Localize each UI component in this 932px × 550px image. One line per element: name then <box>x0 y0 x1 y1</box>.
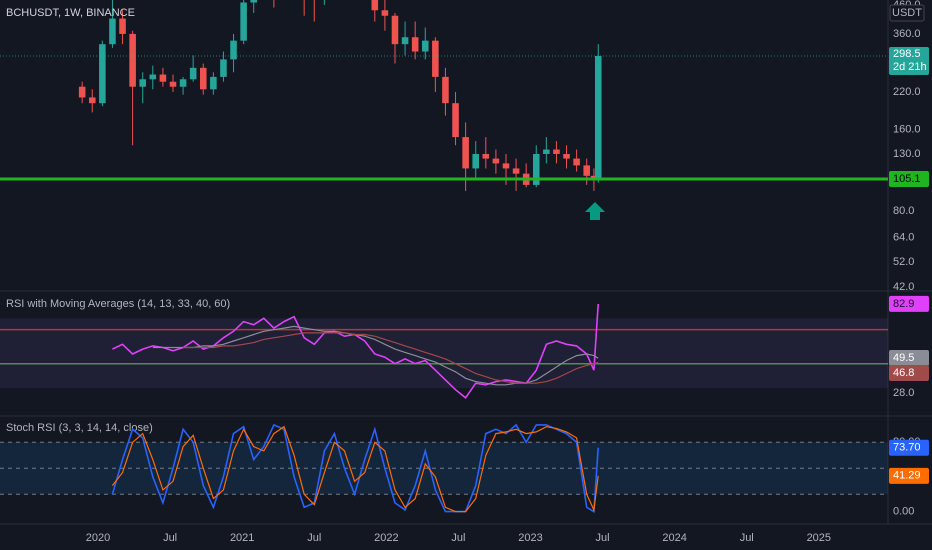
support-label: 105.1 <box>893 173 921 185</box>
x-tick-label: 2022 <box>374 532 398 544</box>
indicator-title: RSI with Moving Averages (14, 13, 33, 40… <box>6 298 230 310</box>
indicator-line <box>152 325 599 386</box>
candle-body <box>240 2 247 41</box>
y-tick-label: 28.0 <box>893 387 914 399</box>
y-tick-label: 52.0 <box>893 256 914 268</box>
candles <box>78 0 602 191</box>
candle-body <box>532 153 540 185</box>
x-tick-label: Jul <box>163 532 177 544</box>
candle-body <box>543 149 550 154</box>
currency-label[interactable]: USDT <box>892 7 922 19</box>
candle-body <box>189 67 197 80</box>
value-box-label: 46.8 <box>893 367 914 379</box>
value-box <box>889 350 929 367</box>
y-tick-label: 64.0 <box>893 231 914 243</box>
candle-body <box>159 74 167 82</box>
y-tick-label: 130.0 <box>893 148 921 160</box>
x-tick-label: 2024 <box>662 532 686 544</box>
candle-body <box>78 86 86 98</box>
currency-box[interactable] <box>889 4 925 22</box>
x-tick-label: Jul <box>451 532 465 544</box>
candle-body <box>594 55 602 181</box>
x-tick-label: Jul <box>596 532 610 544</box>
candle-body <box>401 37 409 45</box>
value-box <box>889 439 929 456</box>
candle-body <box>462 137 469 169</box>
indicator-title: Stoch RSI (3, 3, 14, 14, close) <box>6 422 153 434</box>
candle-body <box>573 158 580 166</box>
candle-body <box>169 81 177 87</box>
candle-body <box>432 40 439 77</box>
candle-body <box>210 76 217 90</box>
y-tick-label: 360.0 <box>893 28 921 40</box>
candle-body <box>179 79 187 87</box>
y-tick-label: 80.0 <box>893 205 914 217</box>
y-tick-label: 160.0 <box>893 123 921 135</box>
x-tick-label: 2023 <box>518 532 542 544</box>
x-tick-label: Jul <box>740 532 754 544</box>
candle-body <box>371 0 379 11</box>
indicator-line <box>111 425 599 513</box>
value-box-label: 41.29 <box>893 470 921 482</box>
candle-body <box>149 74 157 80</box>
candle-body <box>452 103 459 138</box>
value-box <box>889 467 929 484</box>
candle-body <box>512 168 520 174</box>
last-price-box <box>889 46 929 75</box>
y-tick-label: 0.00 <box>893 506 914 518</box>
candle-body <box>250 0 257 3</box>
value-box <box>889 295 929 312</box>
candle-body <box>482 153 490 159</box>
candle-body <box>119 18 126 34</box>
candle-body <box>109 18 116 45</box>
y-tick-label: 42.0 <box>893 281 914 293</box>
candle-body <box>411 37 419 52</box>
last-price-label: 298.5 <box>893 48 921 60</box>
y-tick-label: 220.0 <box>893 86 921 98</box>
x-tick-label: Jul <box>307 532 321 544</box>
candle-body <box>230 40 237 60</box>
x-tick-label: 2020 <box>86 532 110 544</box>
candle-body <box>129 33 136 87</box>
candle-body <box>391 15 399 45</box>
countdown-label: 2d 21h <box>893 61 927 73</box>
candle-body <box>99 44 106 104</box>
candle-body <box>139 79 146 87</box>
indicator-line <box>183 332 599 384</box>
candle-body <box>88 97 96 104</box>
candle-body <box>220 59 227 77</box>
value-box <box>889 365 929 382</box>
candle-body <box>553 149 560 154</box>
x-tick-label: 2025 <box>807 532 831 544</box>
candle-body <box>502 163 510 169</box>
candle-body <box>199 67 207 90</box>
x-tick-label: 2021 <box>230 532 254 544</box>
value-box-label: 82.9 <box>893 298 914 310</box>
value-box-label: 49.5 <box>893 352 914 364</box>
signal-arrow <box>585 202 605 220</box>
support-box <box>889 171 929 188</box>
candle-body <box>583 165 590 176</box>
candle-body <box>472 153 479 169</box>
value-box-label: 73.70 <box>893 442 921 454</box>
candle-body <box>381 10 389 16</box>
candle-body <box>421 40 429 52</box>
symbol-title: BCHUSDT, 1W, BINANCE <box>6 7 135 19</box>
candle-body <box>492 158 500 164</box>
candle-body <box>442 76 449 104</box>
candle-body <box>563 153 570 159</box>
